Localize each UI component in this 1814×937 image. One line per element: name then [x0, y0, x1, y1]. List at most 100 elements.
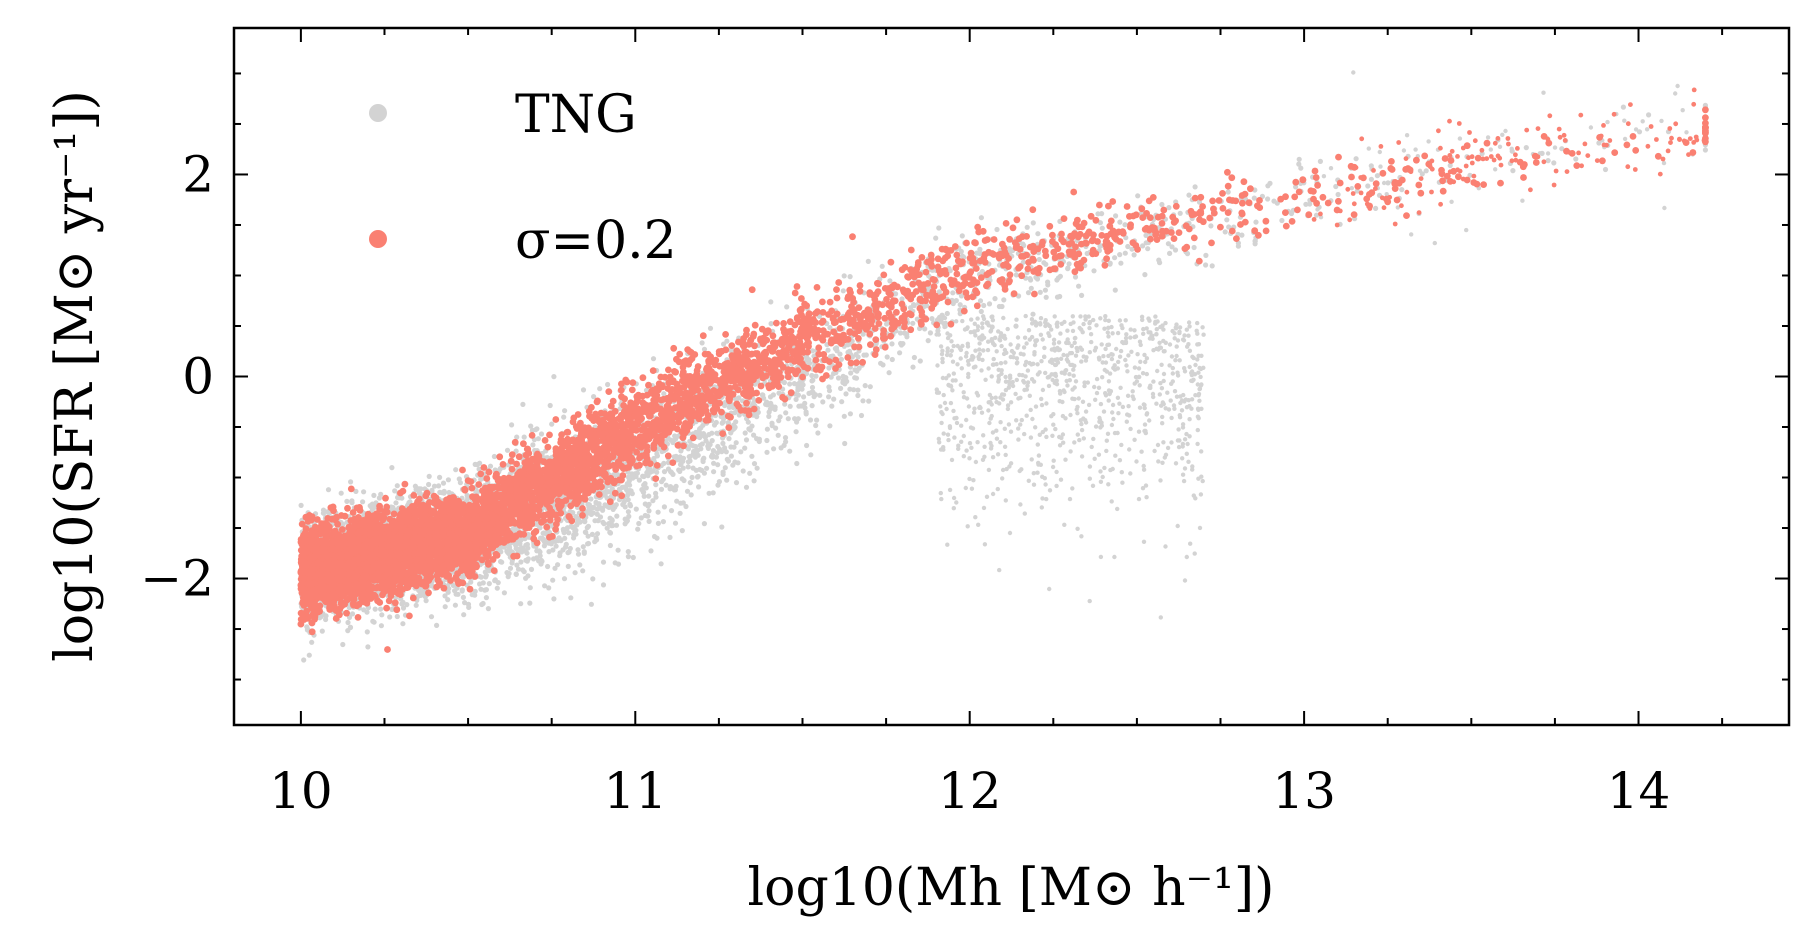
tng-point: [1222, 229, 1228, 235]
tng-point: [446, 489, 452, 496]
tng-point: [933, 235, 939, 241]
tng-point: [851, 387, 857, 393]
tng-point: [813, 422, 819, 429]
tng-point: [574, 522, 580, 528]
tng-point: [547, 402, 553, 409]
tng-point: [674, 498, 680, 504]
tng-point: [485, 606, 491, 612]
tng-point: [345, 619, 351, 626]
tng-point: [589, 531, 596, 538]
tng-point: [1252, 241, 1258, 247]
tng-point: [795, 392, 802, 398]
tng-point: [763, 401, 769, 407]
tng-point: [413, 602, 419, 608]
tng-point: [1271, 198, 1277, 204]
tng-point: [694, 474, 701, 480]
tng-point: [1131, 252, 1137, 258]
tng-point: [1159, 201, 1165, 208]
tng-point: [709, 438, 715, 444]
tng-point: [959, 253, 966, 259]
tng-point: [361, 607, 367, 613]
tng-point: [860, 398, 866, 404]
tng-point: [841, 273, 847, 279]
tng-point: [360, 499, 366, 505]
tng-point: [347, 624, 353, 630]
tng-point: [647, 466, 653, 472]
tng-point: [749, 453, 755, 459]
tng-point: [571, 532, 577, 538]
tng-point: [775, 432, 781, 438]
tng-point: [389, 465, 395, 471]
tng-point: [361, 489, 367, 495]
tng-point: [672, 433, 678, 439]
tng-point: [480, 600, 486, 607]
tng-point: [699, 432, 705, 438]
tng-point: [530, 442, 536, 448]
tng-point: [1165, 241, 1171, 247]
tng-point: [1113, 213, 1119, 219]
tng-point: [776, 418, 782, 424]
tng-point: [597, 514, 604, 520]
tng-point: [1097, 243, 1103, 249]
tng-point: [550, 547, 556, 553]
tng-point: [1072, 274, 1079, 280]
tng-point: [706, 432, 712, 438]
tng-point: [549, 421, 555, 427]
tng-point: [688, 492, 694, 498]
tng-point: [1117, 252, 1123, 258]
tng-point: [542, 583, 548, 589]
tng-point: [936, 289, 942, 295]
tng-point: [672, 487, 679, 493]
tng-point: [445, 477, 451, 483]
tng-point: [809, 348, 816, 354]
tng-point: [1001, 297, 1007, 303]
tng-point: [611, 471, 617, 477]
tng-point: [1265, 183, 1271, 189]
tng-point: [761, 395, 767, 401]
tng-point: [1447, 162, 1453, 169]
tng-point: [301, 657, 307, 663]
tng-point: [782, 401, 788, 407]
tng-point: [755, 409, 761, 415]
tng-point: [1559, 146, 1565, 152]
tng-point: [633, 506, 639, 512]
tng-point: [607, 530, 614, 536]
tng-point: [348, 479, 354, 485]
tng-point: [746, 426, 752, 432]
tng-point: [518, 601, 524, 607]
tng-point: [827, 423, 833, 429]
tng-point: [1298, 165, 1304, 171]
tng-point: [648, 548, 654, 554]
tng-point: [1545, 158, 1551, 164]
tng-point: [880, 362, 886, 368]
tng-point: [838, 385, 844, 391]
tng-point: [690, 451, 697, 457]
tng-point: [660, 476, 666, 482]
tng-point: [837, 351, 843, 357]
tng-point: [627, 489, 633, 495]
tng-point: [546, 585, 552, 591]
tng-point: [829, 353, 835, 359]
tng-point: [742, 430, 748, 436]
tng-point: [795, 387, 801, 393]
tng-point: [847, 411, 854, 417]
tng-point: [950, 300, 956, 307]
tng-point: [460, 594, 466, 601]
tng-point: [716, 479, 723, 485]
tng-point: [724, 338, 730, 344]
tng-point: [862, 383, 868, 389]
tng-point: [491, 453, 497, 460]
tng-point: [697, 426, 703, 432]
tng-point: [848, 370, 854, 376]
tng-point: [393, 500, 399, 506]
tng-point: [810, 377, 816, 383]
tng-point: [1055, 275, 1061, 281]
tng-point: [715, 431, 721, 437]
tng-point: [820, 399, 826, 405]
tng-point: [1192, 184, 1198, 190]
tng-point: [535, 436, 542, 442]
tng-point: [684, 488, 691, 494]
tng-point: [699, 340, 705, 346]
tng-point: [557, 550, 563, 556]
tng-point: [922, 326, 928, 332]
